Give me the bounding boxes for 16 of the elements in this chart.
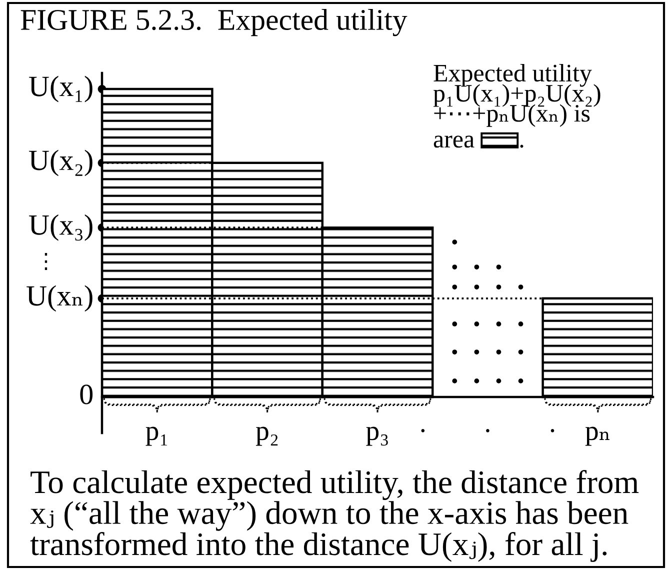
- annotation: area: [434, 136, 474, 148]
- annotation: .: [520, 144, 524, 148]
- x-tick-label: p₃: [366, 426, 388, 446]
- annotation: Expected utility p₁U(x₁)+p₂U(x₂) +⋯+pₙU(xₙ) is: [433, 64, 600, 127]
- text: ⋮: [44, 253, 48, 270]
- x-tick-label: pₙ: [585, 426, 610, 446]
- text: U(xₙ): [26, 285, 92, 312]
- text: U(x₁): [29, 76, 92, 102]
- x-tick-label: p₂: [256, 426, 278, 446]
- x-tick-label: p₁: [146, 426, 167, 446]
- text: U(x₃): [29, 214, 92, 241]
- text: U(x₂): [29, 150, 92, 176]
- text: To calculate expected utility, the distance from xⱼ (“all the way”) down to the x-axis has been transformed into the distance U(xⱼ), for all j.: [30, 470, 639, 562]
- text: 0: [80, 384, 93, 404]
- x-tick-label: · · ·: [421, 429, 554, 432]
- chart-title: FIGURE 5.2.3. Expected utility: [20, 9, 408, 36]
